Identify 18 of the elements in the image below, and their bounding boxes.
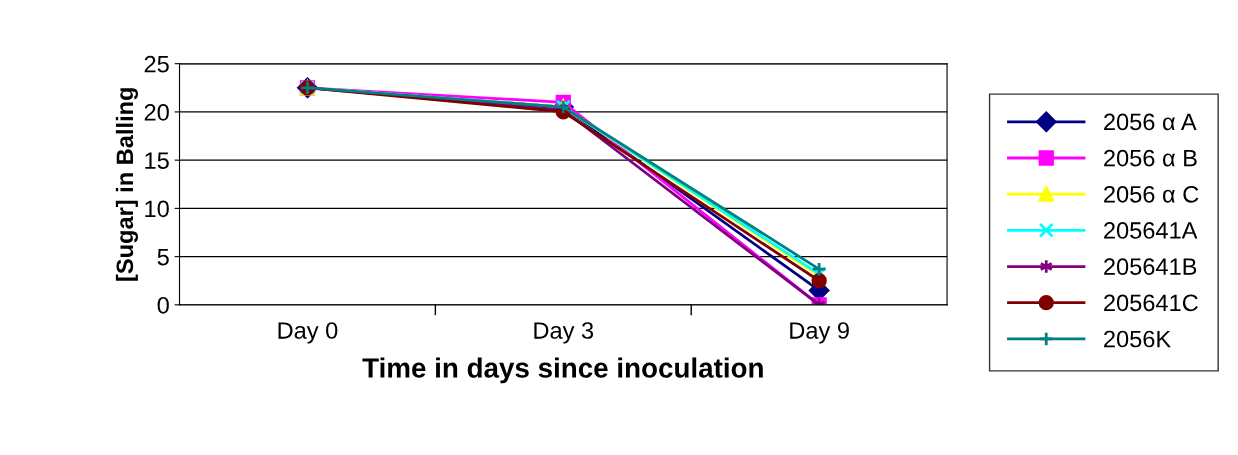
legend-label: 205641A	[1104, 222, 1198, 239]
legend-label: 2056 α B	[1104, 149, 1197, 167]
x-axis-title: Time in days since inoculation	[362, 357, 763, 384]
y-tick-label: 10	[145, 200, 169, 218]
y-tick-label: 5	[157, 248, 169, 266]
y-axis-title: [Sugar] in Balling	[115, 88, 138, 281]
legend-label: 205641B	[1104, 258, 1197, 276]
legend-label: 2056 α C	[1104, 185, 1199, 203]
y-tick-label: 20	[144, 104, 169, 121]
x-tick-label: Day 3	[534, 322, 594, 344]
legend-label: 2056 α A	[1104, 113, 1197, 131]
x-tick-label: Day 0	[278, 322, 338, 344]
legend-label: 2056K	[1104, 330, 1171, 348]
y-tick-label: 25	[144, 55, 169, 73]
x-tick-label: Day 9	[790, 322, 849, 344]
y-tick-label: 15	[145, 152, 169, 169]
legend-label: 205641C	[1104, 294, 1198, 312]
y-tick-label: 0	[157, 296, 169, 314]
